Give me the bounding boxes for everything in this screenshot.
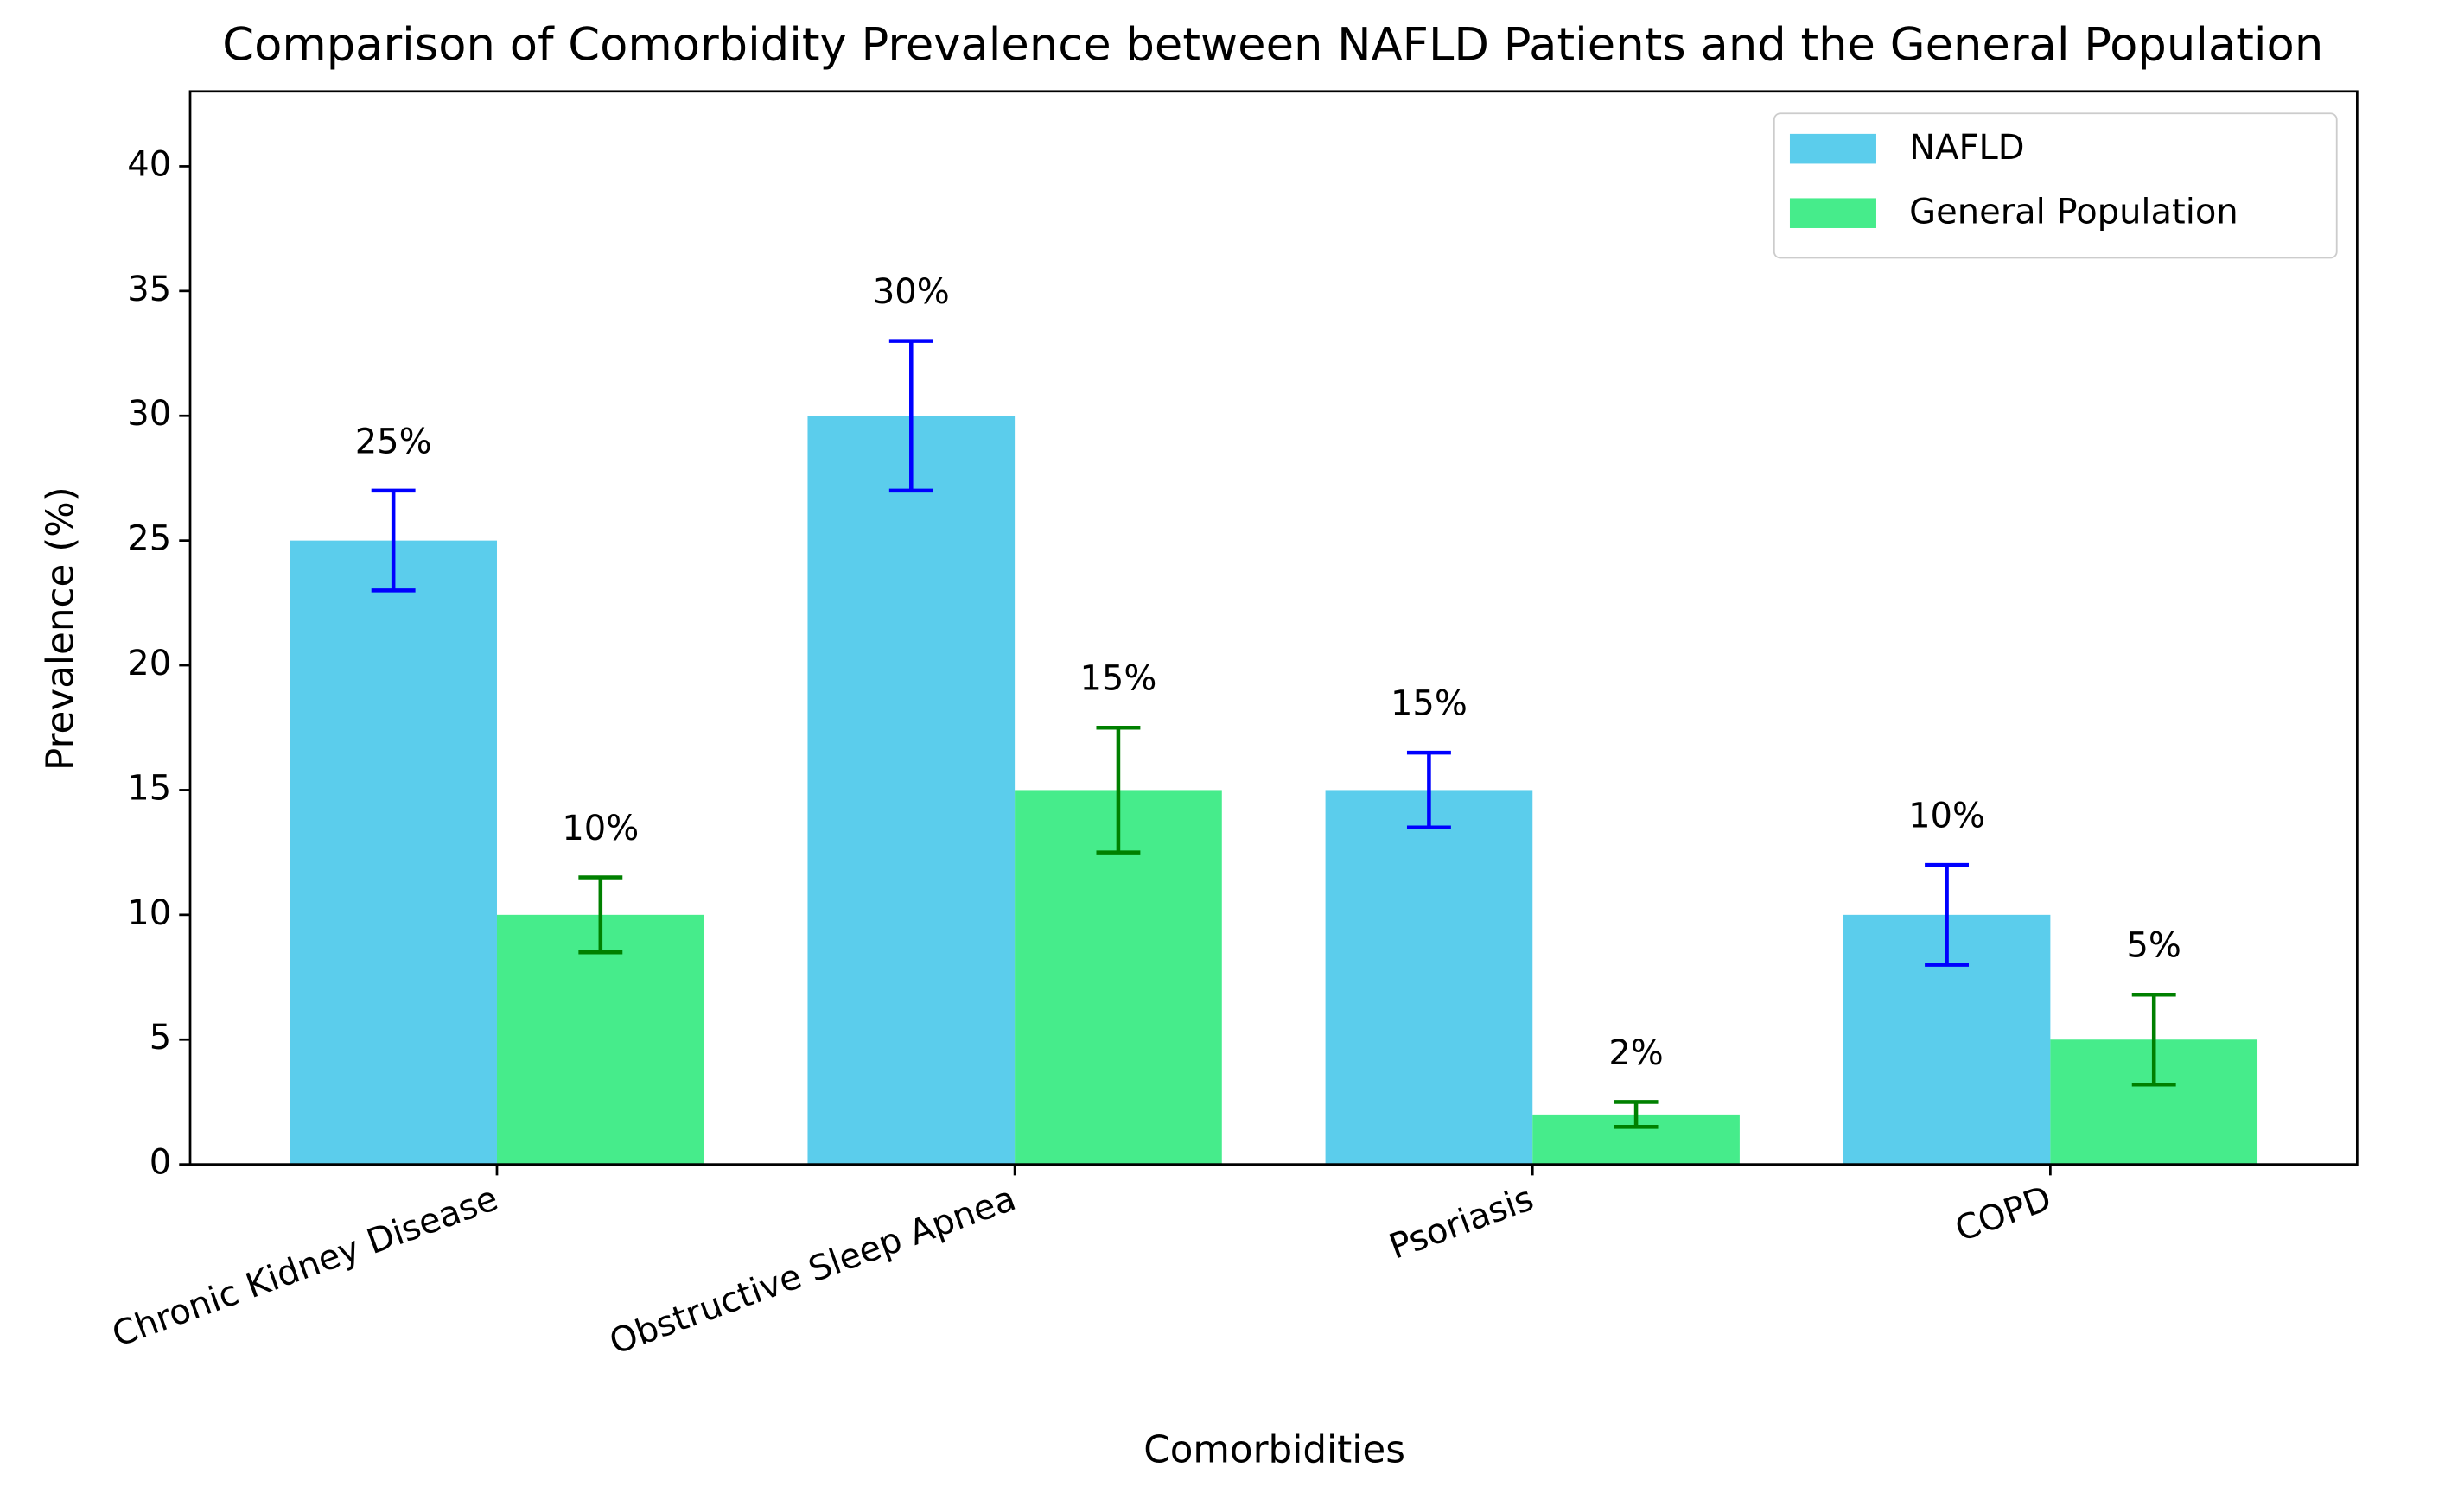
legend-box [1773, 112, 2338, 259]
plot-frame [188, 90, 2359, 1166]
legend-label: NAFLD [1909, 128, 2024, 168]
y-tick-label: 35 [127, 270, 171, 309]
bar [807, 416, 1016, 1165]
y-tick-label: 25 [127, 519, 171, 559]
bar [290, 540, 497, 1165]
value-label: 10% [1908, 797, 1985, 836]
value-label: 30% [873, 272, 950, 312]
legend-label: General Population [1909, 193, 2238, 232]
y-axis-label: Prevalence (%) [40, 486, 83, 771]
bar [1325, 790, 1533, 1165]
bar [496, 914, 704, 1165]
value-label: 2% [1608, 1033, 1663, 1073]
error-bar [1614, 1100, 1659, 1129]
legend-swatch [1789, 198, 1876, 228]
y-tick-label: 20 [127, 644, 171, 683]
error-bar [888, 339, 933, 493]
error-bar [1406, 750, 1451, 830]
value-label: 25% [355, 422, 432, 461]
y-tick-label: 5 [150, 1018, 171, 1058]
legend-swatch [1789, 133, 1876, 164]
y-tick-label: 10 [127, 893, 171, 933]
value-label: 15% [1079, 659, 1156, 699]
y-tick-label: 15 [127, 768, 171, 808]
error-bar [578, 875, 623, 955]
error-bar [2131, 992, 2176, 1087]
y-tick-label: 40 [127, 144, 171, 184]
value-label: 5% [2126, 926, 2181, 966]
value-label: 10% [562, 809, 639, 848]
error-bar [1925, 862, 1970, 967]
chart-title: Comparison of Comorbidity Prevalence bet… [222, 19, 2323, 72]
x-axis-label: Comorbidities [1143, 1428, 1405, 1471]
value-label: 15% [1391, 684, 1468, 724]
error-bar [371, 488, 416, 593]
error-bar [1096, 725, 1141, 855]
y-tick-label: 30 [127, 394, 171, 434]
y-tick-label: 0 [150, 1143, 171, 1183]
